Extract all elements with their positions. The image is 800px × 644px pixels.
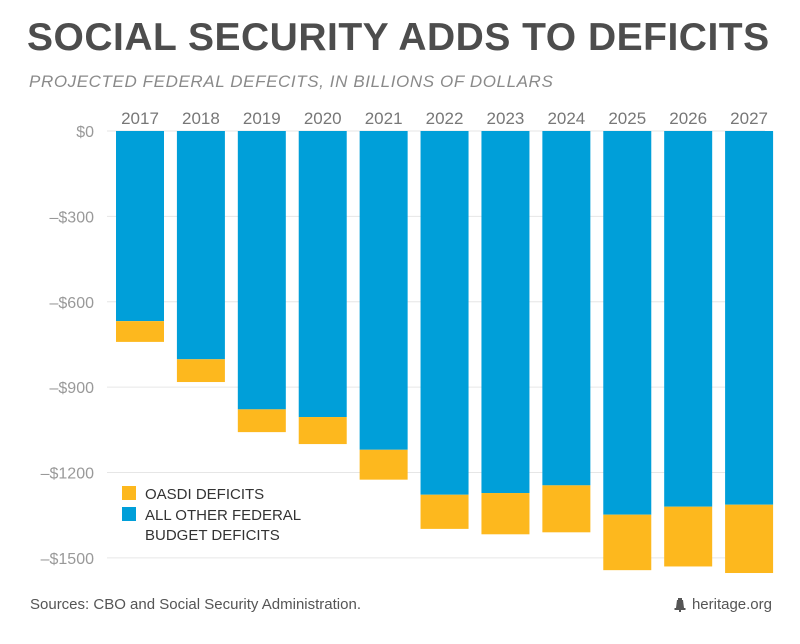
- bar-other-deficit: [237, 131, 286, 410]
- y-tick-label: –$300: [50, 209, 95, 226]
- legend-swatch-oasdi: [122, 486, 136, 500]
- brand-label: heritage.org: [691, 596, 772, 613]
- bar-other-deficit: [542, 131, 591, 486]
- bar-oasdi-deficit: [176, 359, 225, 383]
- x-tick-label: 2022: [426, 109, 464, 128]
- bar-oasdi-deficit: [237, 409, 286, 433]
- bar-other-deficit: [664, 131, 713, 507]
- bar-oasdi-deficit: [542, 485, 591, 533]
- y-tick-label: $0: [76, 124, 94, 141]
- source-note: Sources: CBO and Social Security Adminis…: [30, 596, 361, 613]
- x-tick-label: 2027: [730, 109, 768, 128]
- bar-oasdi-deficit: [481, 493, 530, 535]
- bar-oasdi-deficit: [420, 494, 469, 529]
- bar-other-deficit: [116, 131, 164, 322]
- bar-oasdi-deficit: [603, 514, 652, 571]
- x-tick-label: 2023: [487, 109, 525, 128]
- bar-oasdi-deficit: [116, 321, 164, 342]
- bar-other-deficit: [359, 131, 408, 450]
- x-tick-label: 2021: [365, 109, 403, 128]
- legend-swatch-other: [122, 507, 136, 521]
- legend-label: BUDGET DEFICITS: [145, 527, 280, 544]
- brand: heritage.org: [674, 596, 772, 613]
- liberty-bell-icon: [674, 597, 686, 612]
- legend-label: ALL OTHER FEDERAL: [145, 507, 301, 524]
- bar-oasdi-deficit: [664, 506, 713, 567]
- legend-box: [110, 476, 342, 552]
- bar-oasdi-deficit: [725, 504, 774, 574]
- bar-oasdi-deficit: [298, 417, 347, 445]
- bar-other-deficit: [420, 131, 469, 495]
- bar-other-deficit: [176, 131, 225, 360]
- chart-title: SOCIAL SECURITY ADDS TO DEFICITS: [27, 16, 770, 59]
- bar-other-deficit: [603, 131, 652, 515]
- x-tick-label: 2019: [243, 109, 281, 128]
- bar-other-deficit: [481, 131, 530, 494]
- y-tick-label: –$1500: [41, 551, 94, 568]
- y-tick-label: –$1200: [41, 466, 94, 483]
- x-tick-label: 2026: [669, 109, 707, 128]
- x-tick-label: 2020: [304, 109, 342, 128]
- bar-other-deficit: [298, 131, 347, 418]
- legend-label: OASDI DEFICITS: [145, 486, 264, 503]
- bar-other-deficit: [725, 131, 774, 505]
- bar-oasdi-deficit: [359, 449, 408, 480]
- y-tick-label: –$600: [50, 295, 95, 312]
- y-tick-label: –$900: [50, 380, 95, 397]
- chart-subtitle: PROJECTED FEDERAL DEFECITS, IN BILLIONS …: [29, 72, 554, 91]
- x-tick-label: 2018: [182, 109, 220, 128]
- x-tick-label: 2017: [121, 109, 159, 128]
- x-tick-label: 2024: [547, 109, 585, 128]
- x-tick-label: 2025: [608, 109, 646, 128]
